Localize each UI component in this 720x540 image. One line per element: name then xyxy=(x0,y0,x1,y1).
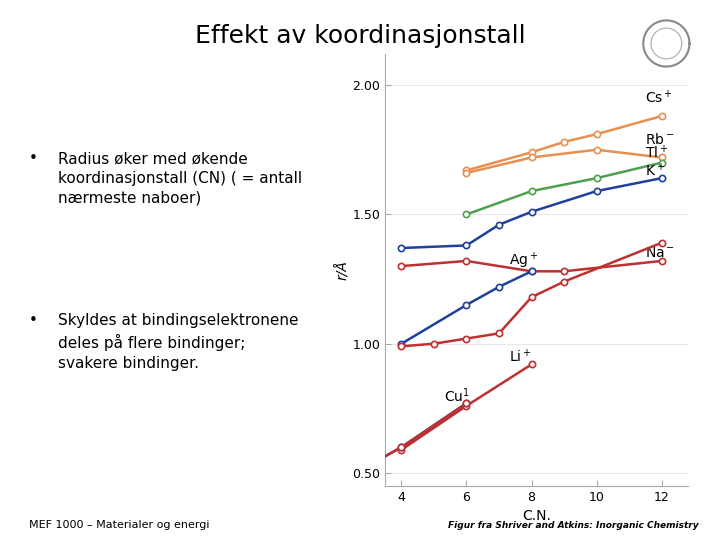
Text: K$^+$: K$^+$ xyxy=(645,162,665,179)
Text: Ag$^+$: Ag$^+$ xyxy=(509,251,538,271)
Text: •: • xyxy=(29,151,37,166)
Text: Figur fra Shriver and Atkins: Inorganic Chemistry: Figur fra Shriver and Atkins: Inorganic … xyxy=(448,521,698,530)
Text: Li$^+$: Li$^+$ xyxy=(509,348,531,365)
Text: Na$^-$: Na$^-$ xyxy=(645,246,675,260)
Text: Cs$^+$: Cs$^+$ xyxy=(645,89,673,106)
Text: MEF 1000 – Materialer og energi: MEF 1000 – Materialer og energi xyxy=(29,520,210,530)
Text: Effekt av koordinasjonstall: Effekt av koordinasjonstall xyxy=(194,24,526,48)
Text: Skyldes at bindingselektronene
deles på flere bindinger;
svakere bindinger.: Skyldes at bindingselektronene deles på … xyxy=(58,313,298,370)
Y-axis label: r/Å: r/Å xyxy=(335,260,350,280)
Text: Tl$^+$: Tl$^+$ xyxy=(645,144,669,161)
Text: •: • xyxy=(29,313,37,328)
Text: Radius øker med økende
koordinasjonstall (CN) ( = antall
nærmeste naboer): Radius øker med økende koordinasjonstall… xyxy=(58,151,302,206)
X-axis label: C.N.: C.N. xyxy=(522,509,551,523)
Text: Rb$^-$: Rb$^-$ xyxy=(645,132,675,147)
Text: Cu$^1$: Cu$^1$ xyxy=(444,386,469,405)
